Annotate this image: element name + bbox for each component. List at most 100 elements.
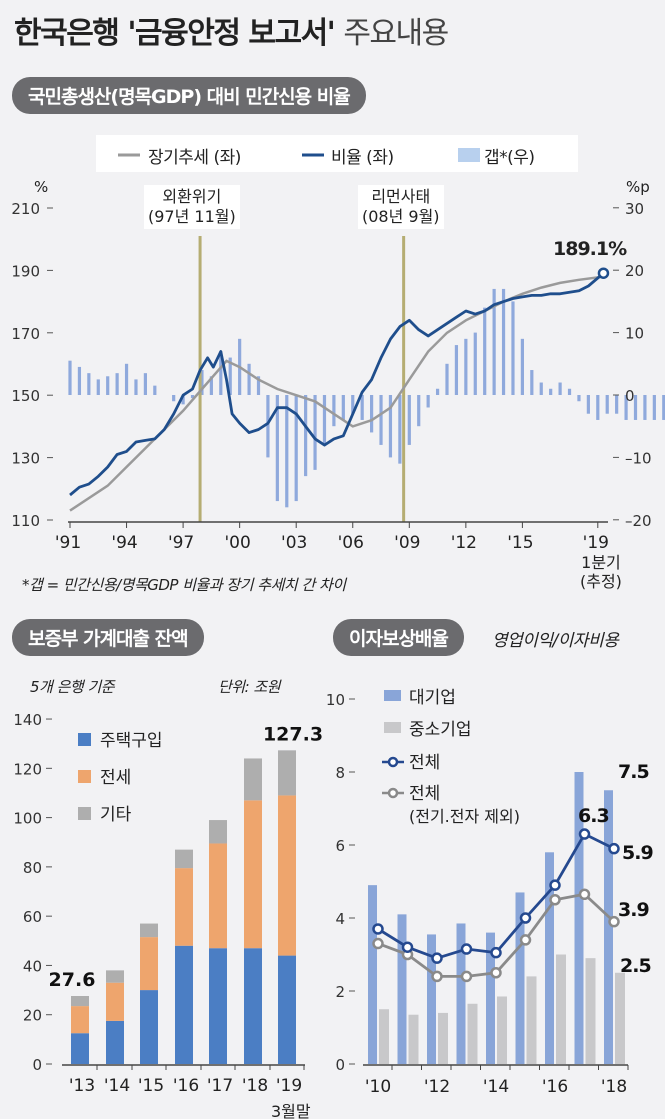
x-tick-label: '03 xyxy=(281,533,307,553)
legend-label: 전세 xyxy=(100,768,131,788)
x-tick-label: '17 xyxy=(207,1076,233,1096)
line-total-marker xyxy=(431,952,443,964)
bar-jeonse xyxy=(278,795,296,956)
gap-bar xyxy=(115,373,119,395)
legend-gap-swatch xyxy=(458,148,480,162)
x-tick-label: '14 xyxy=(483,1077,509,1097)
y-tick-label: 120 xyxy=(13,760,42,778)
section-icr-header: 이자보상배율 xyxy=(333,619,464,656)
y-tick-label: 190 xyxy=(11,262,40,280)
x-tick-label: '18 xyxy=(242,1076,268,1096)
x-tick-label: '97 xyxy=(168,533,194,553)
gap-bar xyxy=(256,376,261,395)
y2-tick-label: –20 xyxy=(625,512,652,530)
y2-tick-label: 20 xyxy=(625,262,644,280)
gap-bar xyxy=(304,395,308,477)
line-total-marker xyxy=(372,923,384,935)
bar-sme xyxy=(497,996,507,1064)
bar-other xyxy=(140,923,158,938)
x-tick-label: '12 xyxy=(424,1077,450,1097)
gap-bar xyxy=(624,395,628,420)
section-credit-ratio-header: 국민총생산(명목GDP) 대비 민간신용 비율 xyxy=(12,77,366,114)
gap-bar xyxy=(322,395,327,445)
y-tick-label: 10 xyxy=(326,691,345,709)
line-total-marker xyxy=(608,842,620,855)
legend-swatch-sme xyxy=(384,722,401,733)
x-tick-label: '10 xyxy=(365,1077,391,1097)
y-tick-label: 20 xyxy=(23,1007,42,1025)
bar-jeonse xyxy=(140,937,158,991)
gap-bar xyxy=(106,376,110,395)
end-point-marker xyxy=(597,267,610,279)
x-tick-label: '13 xyxy=(69,1076,95,1096)
x-tick-label: '14 xyxy=(104,1076,130,1096)
gap-bar xyxy=(360,395,364,420)
y-tick-label: 60 xyxy=(23,908,42,926)
gap-bar xyxy=(190,395,195,399)
legend-label: 기타 xyxy=(100,805,132,825)
y2-tick-label: 30 xyxy=(625,200,644,218)
line-total-marker xyxy=(401,941,414,953)
event-label-imf: 외환위기 (97년 11월) xyxy=(144,185,240,229)
bar-large-firm xyxy=(545,852,554,1064)
data-label: 2.5 xyxy=(620,955,651,977)
gap-bar xyxy=(605,395,609,414)
gap-bar xyxy=(520,338,524,395)
legend-swatch xyxy=(78,733,91,746)
line-total-ex-electronics-marker xyxy=(372,937,384,950)
bar-sme xyxy=(408,1014,419,1064)
x-tick-label: '91 xyxy=(55,533,81,553)
gap-bar xyxy=(285,395,289,508)
gap-bar xyxy=(483,307,487,395)
title-light: 주요내용 xyxy=(343,16,449,51)
bar-house xyxy=(71,1033,89,1064)
data-label: 7.5 xyxy=(618,761,649,783)
bar-jeonse xyxy=(244,800,262,949)
gap-bar xyxy=(473,332,477,395)
y-tick-label: 8 xyxy=(335,764,345,782)
bar-large-firm xyxy=(368,885,377,1064)
gap-bar xyxy=(275,395,279,502)
x-tick-label: '16 xyxy=(173,1076,199,1096)
line-total-ex-electronics-marker xyxy=(549,894,561,906)
legend-marker xyxy=(387,756,399,768)
gap-bar xyxy=(445,363,449,395)
gap-bar xyxy=(87,373,91,395)
gap-bar xyxy=(124,363,129,395)
y2-tick-label: 0 xyxy=(625,387,635,405)
right-unit: %p xyxy=(626,178,650,196)
line-total-ex-electronics-marker xyxy=(460,970,473,983)
gap-bar xyxy=(332,395,336,427)
bar-jeonse xyxy=(209,843,227,949)
data-label: 6.3 xyxy=(578,805,609,827)
gap-bar xyxy=(549,388,553,395)
legend-trend: 장기추세 (좌) xyxy=(148,148,241,168)
bar-house xyxy=(209,948,227,1064)
bar-sme xyxy=(467,1003,478,1064)
footnote: *갭 = 민간신용/명목GDP 비율과 장기 추세치 간 차이 xyxy=(22,576,346,594)
gap-bar xyxy=(530,370,534,395)
legend-swatch xyxy=(78,807,91,820)
x-tick-label: '16 xyxy=(542,1077,568,1097)
gap-bar xyxy=(464,338,468,395)
x-tick-label: '00 xyxy=(224,533,250,553)
gap-bar xyxy=(351,395,355,414)
legend-swatch-large xyxy=(384,690,401,701)
unit-note: 단위: 조원 xyxy=(218,678,281,696)
gap-bar xyxy=(492,288,496,395)
last-period-label: 1분기 (추정) xyxy=(580,553,622,591)
y-tick-label: 0 xyxy=(32,1056,42,1074)
y2-tick-label: 10 xyxy=(625,325,644,343)
bar-house xyxy=(278,955,296,1064)
bar-large-firm xyxy=(574,772,584,1064)
gap-bar xyxy=(567,388,572,395)
gap-bar xyxy=(172,395,176,402)
bar-other xyxy=(244,758,262,801)
legend-label: 대기업 xyxy=(409,688,456,708)
line-total-ex-electronics-marker xyxy=(490,967,502,979)
last-period-est: (추정) xyxy=(580,572,622,591)
gap-bar xyxy=(633,395,638,420)
